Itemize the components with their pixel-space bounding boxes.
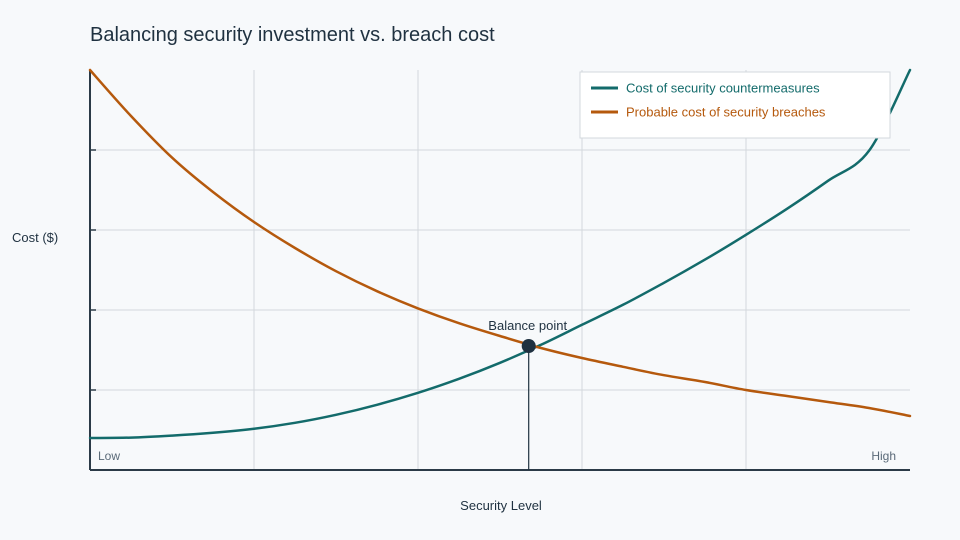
legend-label-0: Cost of security countermeasures [626,81,820,96]
x-tick-label-high: High [871,449,896,463]
legend-label-1: Probable cost of security breaches [626,105,826,120]
series-line-0 [88,68,912,440]
balance-point-label: Balance point [488,318,567,333]
y-axis-label: Cost ($) [12,230,58,245]
x-axis-label: Security Level [460,498,542,513]
annotation-layer: Balance point [488,318,567,470]
series-layer [88,68,912,440]
series-line-1 [88,68,912,418]
axes: Low High [89,70,910,471]
legend: Cost of security countermeasures Probable… [579,71,891,139]
balance-point-marker [521,339,536,353]
chart-title: Balancing security investment vs. breach… [90,24,495,46]
x-tick-label-low: Low [98,449,120,463]
legend-box [579,71,891,139]
